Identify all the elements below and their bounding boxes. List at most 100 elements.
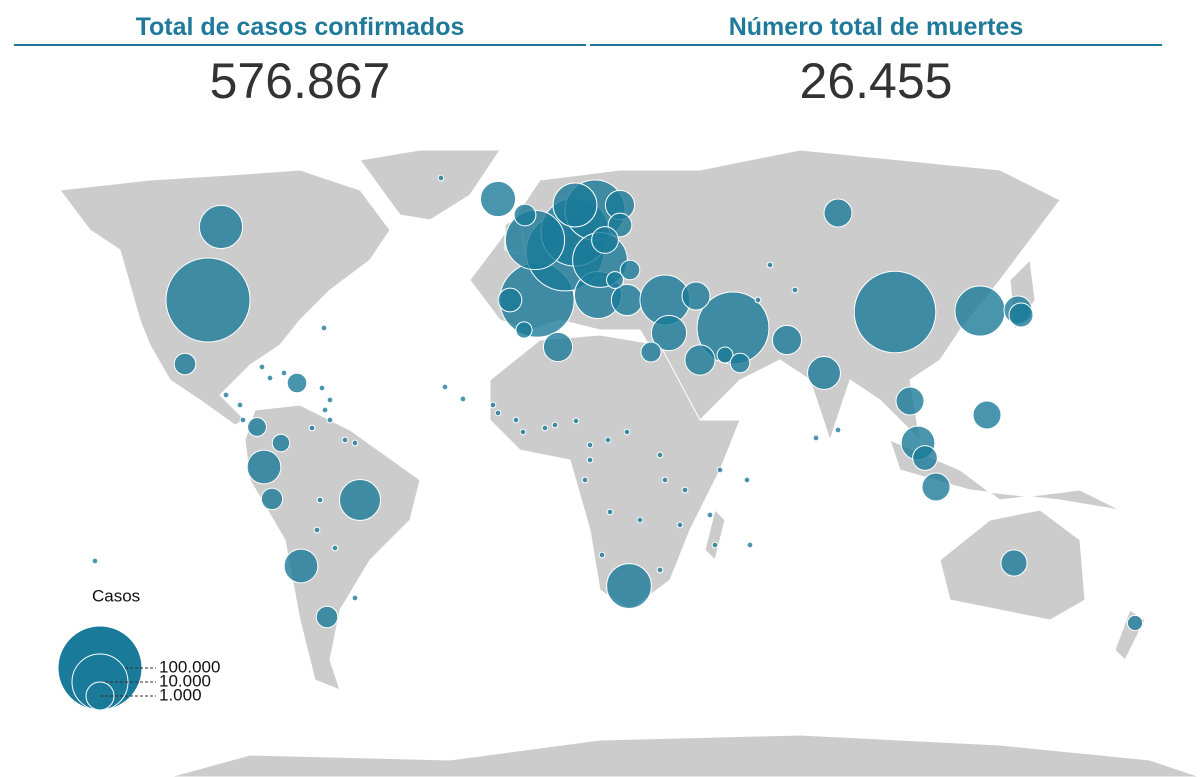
case-bubble — [895, 386, 925, 416]
case-bubble — [606, 563, 652, 609]
case-bubble — [541, 424, 549, 432]
case-bubble — [581, 476, 589, 484]
case-bubble — [812, 434, 820, 442]
case-bubble — [591, 226, 619, 254]
case-bubble — [222, 391, 230, 399]
case-bubble — [479, 180, 517, 218]
case-bubble — [681, 486, 689, 494]
case-bubble — [716, 466, 724, 474]
case-bubble — [320, 324, 328, 332]
case-bubble — [921, 472, 951, 502]
case-bubble — [586, 441, 594, 449]
case-bubble — [706, 511, 714, 519]
case-bubble — [519, 428, 527, 436]
case-bubble — [283, 548, 319, 584]
case-bubble — [437, 174, 445, 182]
case-bubble — [236, 401, 244, 409]
case-bubble — [308, 424, 316, 432]
case-bubble — [173, 352, 197, 376]
case-bubble — [661, 476, 669, 484]
case-bubble — [318, 384, 326, 392]
case-bubble — [513, 203, 537, 227]
case-bubble — [807, 356, 841, 390]
case-bubble — [1126, 614, 1144, 632]
case-bubble — [684, 344, 716, 376]
case-bubble — [746, 541, 754, 549]
case-bubble — [239, 416, 247, 424]
case-bubble — [551, 421, 559, 429]
case-bubble — [316, 496, 324, 504]
case-bubble — [258, 363, 266, 371]
case-bubble — [351, 439, 359, 447]
case-bubble — [619, 259, 641, 281]
cases-total: 576.867 — [210, 53, 391, 109]
case-bubble — [315, 605, 339, 629]
case-bubble — [954, 285, 1006, 337]
legend-label: 1.000 — [159, 685, 202, 704]
case-bubble — [326, 396, 334, 404]
case-bubble — [326, 416, 334, 424]
case-bubble — [165, 257, 251, 343]
case-bubble — [572, 417, 580, 425]
case-bubble — [766, 261, 774, 269]
case-bubble — [743, 476, 751, 484]
case-bubble — [834, 426, 842, 434]
case-bubble — [912, 445, 938, 471]
case-bubble — [604, 436, 612, 444]
case-bubble — [716, 346, 734, 364]
case-bubble — [313, 526, 321, 534]
case-bubble — [331, 544, 339, 552]
case-bubble — [729, 352, 751, 374]
case-bubble — [771, 324, 803, 356]
case-bubble — [791, 286, 799, 294]
case-bubble — [260, 487, 284, 511]
case-bubble — [542, 331, 574, 363]
case-bubble — [823, 198, 853, 228]
case-bubble — [515, 321, 533, 339]
case-bubble — [972, 400, 1002, 430]
legend-label: 100.000 — [159, 657, 220, 676]
case-bubble — [853, 270, 937, 354]
case-bubble — [586, 456, 594, 464]
case-bubble — [1000, 549, 1028, 577]
case-bubble — [681, 281, 711, 311]
case-bubble — [286, 372, 308, 394]
case-bubble — [246, 449, 282, 485]
case-bubble — [606, 508, 614, 516]
case-bubble — [512, 416, 520, 424]
case-bubble — [339, 479, 381, 521]
case-bubble — [459, 395, 467, 403]
case-bubble — [321, 406, 329, 414]
case-bubble — [711, 541, 719, 549]
case-bubble — [640, 341, 662, 363]
case-bubble — [280, 369, 288, 377]
case-bubble — [271, 433, 291, 453]
case-bubble — [266, 374, 274, 382]
case-bubble — [1008, 302, 1034, 328]
case-bubble — [441, 383, 449, 391]
bubbles — [91, 174, 1144, 632]
case-bubble — [610, 283, 644, 317]
case-bubble — [494, 409, 502, 417]
legend-title: Casos — [92, 586, 140, 605]
case-bubble — [754, 296, 762, 304]
case-bubble — [676, 521, 684, 529]
case-bubble — [606, 271, 624, 289]
case-bubble — [341, 436, 349, 444]
case-bubble — [598, 551, 606, 559]
deaths-total: 26.455 — [800, 53, 953, 109]
case-bubble — [247, 417, 267, 437]
case-bubble — [552, 182, 598, 228]
case-bubble — [636, 516, 644, 524]
deaths-title: Número total de muertes — [729, 13, 1024, 41]
case-bubble — [650, 314, 688, 352]
cases-title: Total de casos confirmados — [136, 13, 465, 41]
case-bubble — [198, 204, 244, 250]
case-bubble — [489, 401, 497, 409]
case-bubble — [656, 566, 664, 574]
case-bubble — [497, 287, 523, 313]
case-bubble — [351, 594, 359, 602]
case-bubble — [623, 428, 631, 436]
